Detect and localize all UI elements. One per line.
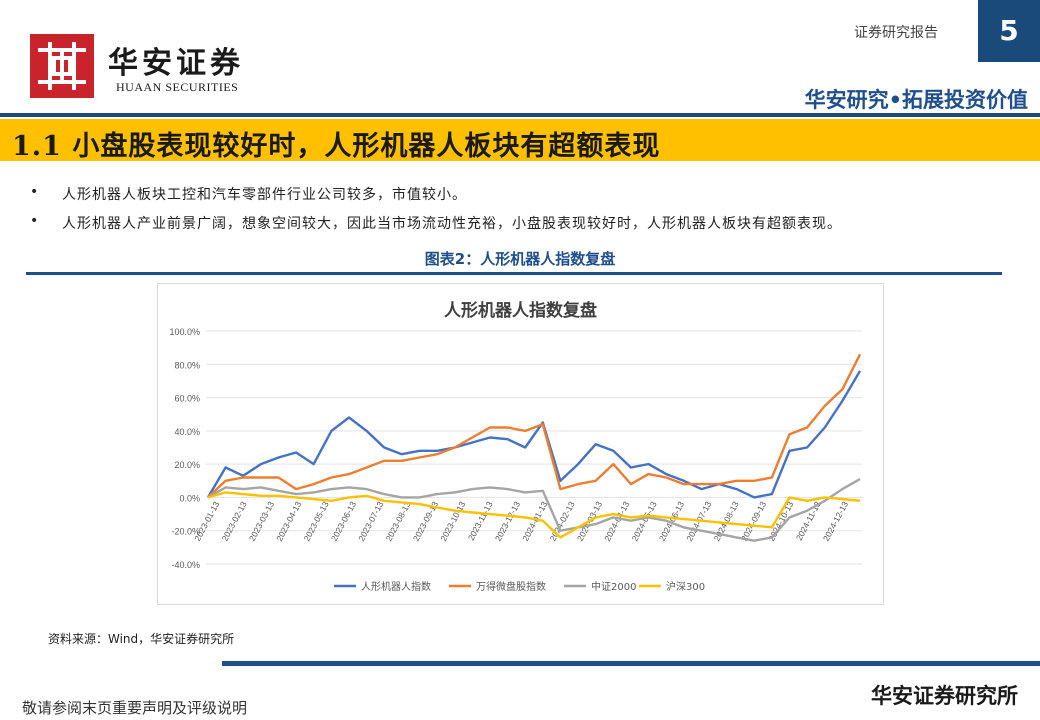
series-line (206, 370, 862, 499)
series-line (207, 353, 862, 499)
slogan: 华安研究•拓展投资价值 (804, 88, 1028, 112)
header-divider (0, 113, 1040, 117)
y-tick-label: 0.0% (179, 493, 200, 503)
x-tick-label: 2024-10-13 (766, 499, 795, 542)
brand-name-cn: 华安证券 (108, 46, 244, 81)
x-tick-label: 2023-01-13 (192, 499, 221, 542)
section-title-bar (0, 119, 1040, 161)
source-note: 资料来源：Wind，华安证券研究所 (48, 632, 235, 646)
brand-logo-icon (30, 34, 94, 98)
chart-frame: 人形机器人指数复盘 100.0% 80.0% 60.0% 40.0% 20.0% 0.0%… (157, 283, 884, 605)
x-tick-label: 2023-08-13 (384, 499, 413, 542)
series-line (207, 478, 861, 542)
x-tick-label: 2023-04-13 (274, 499, 303, 542)
series-line (207, 491, 861, 539)
x-tick-label: 2024-11-13 (794, 499, 823, 542)
figure-caption: 图表2：人形机器人指数复盘 (424, 250, 616, 268)
x-tick-label: 2024-09-13 (739, 499, 768, 542)
x-tick-label: 2023-03-13 (247, 499, 276, 542)
footer-disclaimer: 敬请参阅末页重要声明及评级说明 (22, 699, 248, 717)
x-tick-label: 2024-01-13 (520, 499, 549, 542)
page-number: 5 (978, 0, 1040, 62)
legend-label: 人形机器人指数 (361, 580, 431, 593)
x-tick-label: 2023-11-13 (466, 499, 495, 542)
footer-divider (222, 661, 1040, 666)
line-chart: 100.0% 80.0% 60.0% 40.0% 20.0% 0.0% -20.0% -40.… (169, 327, 862, 593)
y-tick-label: 20.0% (174, 460, 200, 470)
y-tick-label: -20.0% (171, 527, 200, 537)
x-tick-label: 2023-06-13 (329, 499, 358, 542)
bullet-dot-icon: • (30, 213, 39, 229)
x-tick-label: 2023-10-13 (438, 499, 467, 542)
bullet-dot-icon: • (30, 184, 39, 200)
x-tick-label: 2024-12-13 (821, 499, 850, 542)
footer-institute: 华安证券研究所 (871, 684, 1018, 708)
x-tick-label: 2023-05-13 (302, 499, 331, 542)
legend-label: 中证2000 (591, 580, 636, 593)
y-tick-label: 60.0% (174, 394, 200, 404)
chart-title: 人形机器人指数复盘 (444, 301, 597, 321)
bullet-text: 人形机器人板块工控和汽车零部件行业公司较多，市值较小。 (62, 187, 467, 203)
x-tick-label: 2023-07-13 (356, 499, 385, 542)
legend-label: 万得微盘股指数 (476, 580, 546, 593)
x-tick-label: 2023-12-13 (493, 499, 522, 542)
figure-divider (26, 272, 1002, 275)
y-tick-label: 80.0% (174, 360, 200, 370)
x-tick-label: 2023-02-13 (220, 499, 249, 542)
legend-label: 沪深300 (666, 580, 705, 593)
x-tick-label: 2024-06-13 (657, 499, 686, 542)
y-tick-label: -40.0% (171, 560, 200, 570)
section-title: 1.1 小盘股表现较好时，人形机器人板块有超额表现 (12, 131, 661, 162)
bullet-text: 人形机器人产业前景广阔，想象空间较大，因此当市场流动性充裕，小盘股表现较好时，人… (62, 216, 842, 232)
brand-name-en: HUAAN SECURITIES (116, 80, 239, 94)
report-type-label: 证券研究报告 (854, 25, 938, 41)
y-tick-label: 40.0% (174, 427, 200, 437)
y-tick-label: 100.0% (169, 327, 200, 337)
